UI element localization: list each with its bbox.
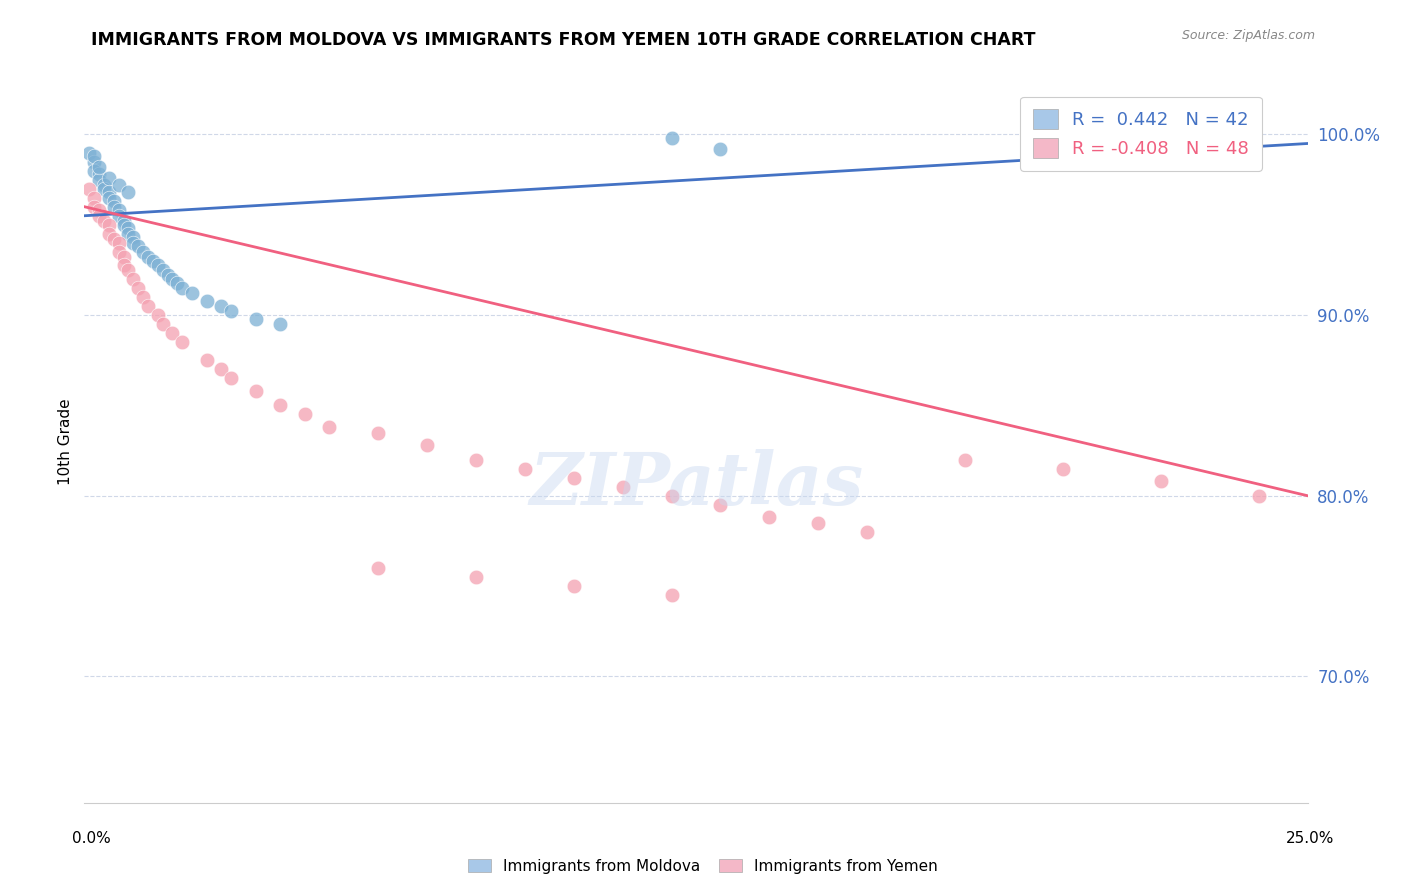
Point [709, 142, 731, 156]
Point [294, 408, 316, 422]
Point [367, 425, 389, 440]
Point [195, 353, 218, 368]
Point [77, 145, 100, 160]
Point [464, 570, 486, 584]
Point [245, 311, 267, 326]
Point [83, 149, 105, 163]
Point [107, 203, 129, 218]
Point [136, 299, 159, 313]
Point [709, 498, 731, 512]
Point [122, 230, 145, 244]
Point [367, 561, 389, 575]
Point [93, 214, 115, 228]
Point [142, 253, 165, 268]
Point [807, 516, 830, 530]
Point [103, 194, 125, 209]
Point [181, 286, 204, 301]
Point [87, 167, 110, 181]
Text: 25.0%: 25.0% [1286, 831, 1334, 846]
Point [83, 200, 105, 214]
Point [562, 579, 585, 593]
Point [172, 335, 194, 350]
Point [132, 244, 155, 259]
Point [77, 181, 100, 195]
Point [156, 268, 179, 283]
Legend: Immigrants from Moldova, Immigrants from Yemen: Immigrants from Moldova, Immigrants from… [463, 853, 943, 880]
Point [117, 227, 139, 241]
Point [136, 250, 159, 264]
Point [117, 221, 139, 235]
Point [152, 263, 174, 277]
Point [146, 308, 169, 322]
Point [93, 178, 115, 192]
Point [93, 181, 115, 195]
Point [1150, 475, 1173, 489]
Point [107, 178, 129, 192]
Point [1247, 489, 1270, 503]
Point [758, 510, 780, 524]
Point [132, 290, 155, 304]
Point [464, 452, 486, 467]
Point [513, 461, 536, 475]
Point [127, 281, 149, 295]
Y-axis label: 10th Grade: 10th Grade [58, 398, 73, 485]
Text: Source: ZipAtlas.com: Source: ZipAtlas.com [1181, 29, 1315, 42]
Point [87, 209, 110, 223]
Point [97, 218, 120, 232]
Point [318, 420, 340, 434]
Point [209, 362, 232, 376]
Text: IMMIGRANTS FROM MOLDOVA VS IMMIGRANTS FROM YEMEN 10TH GRADE CORRELATION CHART: IMMIGRANTS FROM MOLDOVA VS IMMIGRANTS FR… [91, 31, 1036, 49]
Point [97, 191, 120, 205]
Point [269, 317, 291, 331]
Point [97, 227, 120, 241]
Point [209, 299, 232, 313]
Point [107, 244, 129, 259]
Point [162, 326, 184, 340]
Point [562, 470, 585, 484]
Point [152, 317, 174, 331]
Point [112, 214, 135, 228]
Point [953, 452, 976, 467]
Point [83, 154, 105, 169]
Point [103, 232, 125, 246]
Point [97, 186, 120, 200]
Point [172, 281, 194, 295]
Point [83, 163, 105, 178]
Point [112, 258, 135, 272]
Point [661, 588, 683, 602]
Point [112, 218, 135, 232]
Point [162, 272, 184, 286]
Point [87, 203, 110, 218]
Point [856, 524, 879, 539]
Text: ZIPatlas: ZIPatlas [529, 450, 863, 520]
Point [112, 250, 135, 264]
Point [107, 235, 129, 250]
Point [661, 131, 683, 145]
Point [122, 272, 145, 286]
Point [219, 371, 242, 385]
Point [245, 384, 267, 398]
Point [146, 258, 169, 272]
Point [122, 235, 145, 250]
Point [127, 239, 149, 253]
Point [97, 170, 120, 185]
Point [661, 489, 683, 503]
Point [107, 209, 129, 223]
Point [87, 172, 110, 186]
Point [1052, 461, 1074, 475]
Point [269, 398, 291, 412]
Legend: R =  0.442   N = 42, R = -0.408   N = 48: R = 0.442 N = 42, R = -0.408 N = 48 [1021, 96, 1261, 170]
Point [195, 293, 218, 308]
Point [117, 186, 139, 200]
Point [166, 276, 188, 290]
Point [117, 263, 139, 277]
Point [612, 480, 634, 494]
Point [103, 200, 125, 214]
Point [219, 304, 242, 318]
Point [416, 438, 439, 452]
Text: 0.0%: 0.0% [72, 831, 111, 846]
Point [83, 191, 105, 205]
Point [87, 160, 110, 174]
